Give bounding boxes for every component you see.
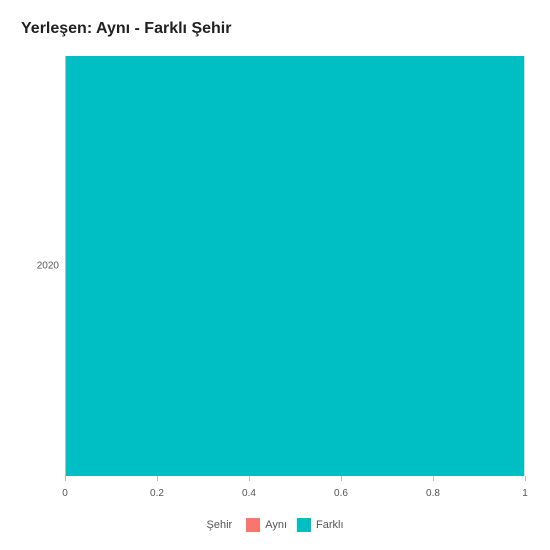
x-tick-row [65, 476, 525, 486]
x-tick [157, 476, 158, 481]
legend-label: Aynı [265, 519, 287, 531]
y-axis-label: 2020 [15, 261, 59, 272]
legend-title: Şehir [207, 519, 233, 531]
x-tick [341, 476, 342, 481]
x-label-row: 0 0.2 0.4 0.6 0.8 1 [65, 488, 525, 504]
x-axis-label: 1 [522, 488, 528, 499]
x-tick [433, 476, 434, 481]
swatch-icon [297, 518, 311, 532]
legend-item-ayni: Aynı [246, 518, 287, 532]
x-axis-label: 0.8 [426, 488, 440, 499]
x-tick [65, 476, 66, 481]
x-axis-label: 0 [62, 488, 68, 499]
legend: Şehir Aynı Farklı [15, 518, 535, 532]
chart-container: Yerleşen: Aynı - Farklı Şehir 2020 0 0.2… [0, 0, 550, 550]
x-axis-label: 0.4 [242, 488, 256, 499]
legend-item-farkli: Farklı [297, 518, 344, 532]
grid-line [524, 56, 525, 476]
x-tick [525, 476, 526, 481]
swatch-icon [246, 518, 260, 532]
bar-group [66, 56, 524, 476]
bar-segment-farkli [66, 56, 524, 476]
x-axis-label: 0.6 [334, 488, 348, 499]
legend-label: Farklı [316, 519, 344, 531]
chart-title: Yerleşen: Aynı - Farklı Şehir [21, 20, 535, 38]
x-axis-label: 0.2 [150, 488, 164, 499]
x-tick [249, 476, 250, 481]
plot-area [65, 56, 525, 476]
